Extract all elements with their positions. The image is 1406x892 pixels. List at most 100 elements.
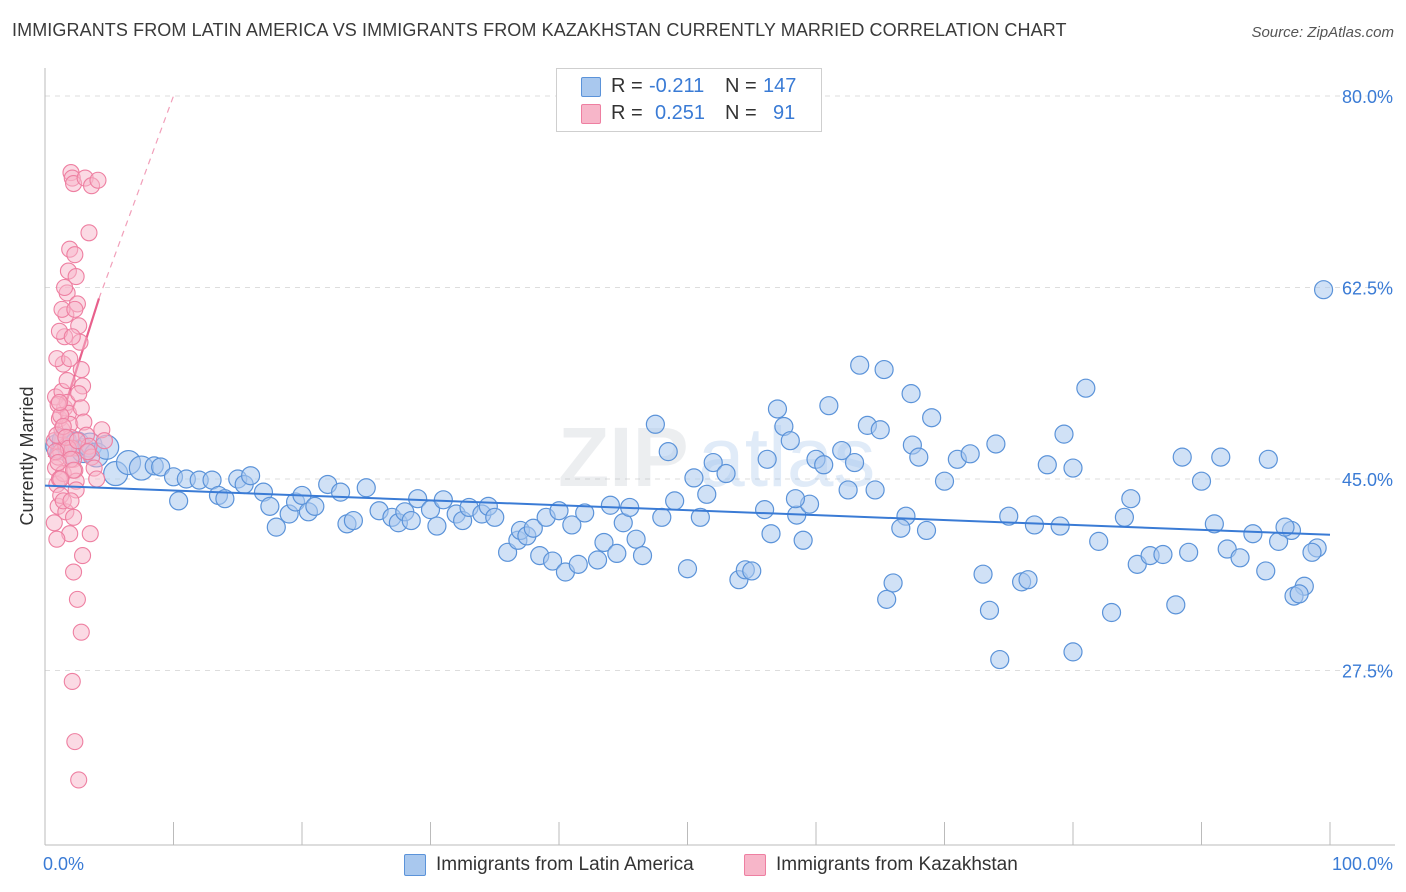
latin-america-point [870,420,890,440]
kazakhstan-points [45,164,113,789]
latin-america-point [1018,570,1038,590]
kazakhstan-point [61,350,79,368]
latin-america-point [916,520,937,541]
x-tick-label: 0.0% [43,854,84,874]
legend-r-value: 0.251 [655,101,706,124]
kazakhstan-point [56,278,74,297]
latin-america-point [819,396,839,416]
latin-america-point [1204,514,1224,534]
kazakhstan-point [49,454,67,472]
y-tick-label: 45.0% [1342,470,1393,490]
latin-america-point [626,529,646,549]
kazakhstan-point [68,590,86,608]
latin-america-point [665,491,685,511]
latin-america-point [568,554,588,574]
kazakhstan-point [63,672,81,690]
latin-america-point [607,543,627,564]
latin-america-point [594,532,614,553]
latin-america-point [1302,542,1322,562]
latin-america-point [1054,424,1074,444]
latin-america-points [45,280,1334,670]
latin-america-point [151,457,171,477]
latin-america-point [1256,561,1276,581]
latin-america-point [990,649,1010,670]
latin-america-point [883,573,903,593]
chart-title: IMMIGRANTS FROM LATIN AMERICA VS IMMIGRA… [12,20,1067,40]
latin-america-point [716,463,736,484]
kazakhstan-point [89,171,107,189]
latin-america-point [832,440,852,461]
latin-america-point [1313,280,1334,300]
kazakhstan-point [63,328,81,346]
x-tick-label: 100.0% [1332,854,1393,874]
latin-america-point [793,530,813,550]
latin-america-point [922,408,942,428]
latin-america-point [401,510,421,531]
kazakhstan-trend-extension [98,95,175,299]
latin-america-point [523,518,543,538]
bottom-legend-swatch-pink [744,854,766,876]
latin-america-point [1258,449,1278,469]
latin-america-point [838,480,858,500]
latin-america-point [901,384,921,404]
bottom-legend-swatch-blue [404,854,426,876]
latin-america-point [767,399,788,419]
latin-america-point [814,455,834,475]
latin-america-point [305,496,325,516]
latin-america-point [874,359,894,380]
kazakhstan-point [74,547,92,565]
latin-america-point [658,442,678,462]
latin-america-point [1114,507,1135,527]
latin-america-point [241,466,261,486]
kazakhstan-point [88,470,106,488]
latin-america-point [1121,489,1141,509]
latin-america-point [780,431,800,451]
latin-america-point [1179,542,1199,562]
legend-swatch-blue [581,77,601,97]
kazakhstan-point [70,771,88,789]
latin-america-point [343,510,363,531]
latin-america-point [960,444,980,464]
latin-america-point [1050,516,1070,536]
latin-america-point [1024,515,1045,535]
bottom-legend-kazakhstan: Immigrants from Kazakhstan [744,851,1018,879]
bottom-legend-latin-america: Immigrants from Latin America [404,851,694,879]
latin-america-point [757,449,777,469]
latin-america-point [1243,524,1263,544]
bottom-legend-label: Immigrants from Latin America [436,854,694,875]
latin-america-point [1275,517,1295,537]
kazakhstan-point [65,508,83,526]
latin-america-point [485,507,505,527]
legend-n-label: N = [725,101,757,124]
latin-america-point [973,564,993,584]
latin-america-point [266,517,286,537]
latin-america-point [690,507,710,527]
latin-america-point [645,414,665,434]
latin-america-point [632,545,653,566]
kazakhstan-point [48,530,66,548]
source-credit: Source: ZipAtlas.com [1251,24,1394,41]
latin-america-point [986,434,1006,454]
latin-america-point [1101,602,1122,623]
latin-america-point [1063,642,1083,662]
legend-n-value: 91 [773,101,796,124]
latin-america-point [742,561,762,581]
latin-america-point [754,500,775,520]
kazakhstan-point [72,399,90,417]
legend-r-value: -0.211 [649,74,705,97]
kazakhstan-point [58,371,76,390]
kazakhstan-point [72,623,90,641]
latin-america-point [1191,471,1212,491]
kazakhstan-point [65,563,83,581]
kazakhstan-point [95,432,113,450]
legend-n-label: N = [725,74,757,97]
latin-america-point [1153,544,1173,565]
latin-america-point [427,516,447,536]
latin-america-point [356,478,376,498]
latin-america-point [877,589,897,609]
kazakhstan-point [66,300,84,318]
latin-america-point [979,600,1000,620]
latin-america-point [600,495,621,515]
latin-america-point [542,551,563,571]
